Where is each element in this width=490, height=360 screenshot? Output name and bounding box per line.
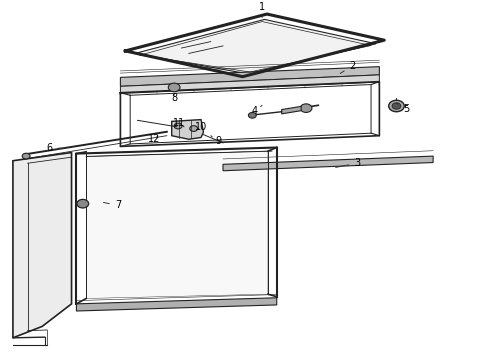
- Circle shape: [300, 104, 312, 112]
- Text: 4: 4: [252, 105, 262, 116]
- Polygon shape: [13, 153, 72, 338]
- Circle shape: [392, 103, 401, 109]
- Text: 2: 2: [340, 61, 356, 73]
- Polygon shape: [135, 19, 376, 74]
- Text: 8: 8: [171, 93, 177, 103]
- Polygon shape: [121, 67, 379, 86]
- Text: 11: 11: [173, 118, 185, 128]
- Text: 12: 12: [148, 134, 161, 144]
- Polygon shape: [86, 151, 268, 298]
- Polygon shape: [282, 106, 301, 114]
- Text: 6: 6: [47, 143, 64, 153]
- Polygon shape: [76, 298, 277, 311]
- Circle shape: [77, 199, 89, 208]
- Circle shape: [248, 112, 256, 118]
- Circle shape: [190, 126, 197, 131]
- Circle shape: [174, 123, 182, 129]
- Text: 3: 3: [336, 158, 361, 168]
- Text: 10: 10: [195, 122, 207, 132]
- Text: 9: 9: [211, 136, 221, 146]
- Circle shape: [168, 83, 180, 92]
- Circle shape: [389, 100, 404, 112]
- Polygon shape: [121, 75, 379, 94]
- Circle shape: [22, 153, 30, 159]
- Text: 1: 1: [259, 2, 265, 18]
- Polygon shape: [172, 120, 203, 139]
- Text: 5: 5: [396, 103, 409, 114]
- Text: 7: 7: [103, 201, 121, 211]
- Polygon shape: [223, 156, 433, 171]
